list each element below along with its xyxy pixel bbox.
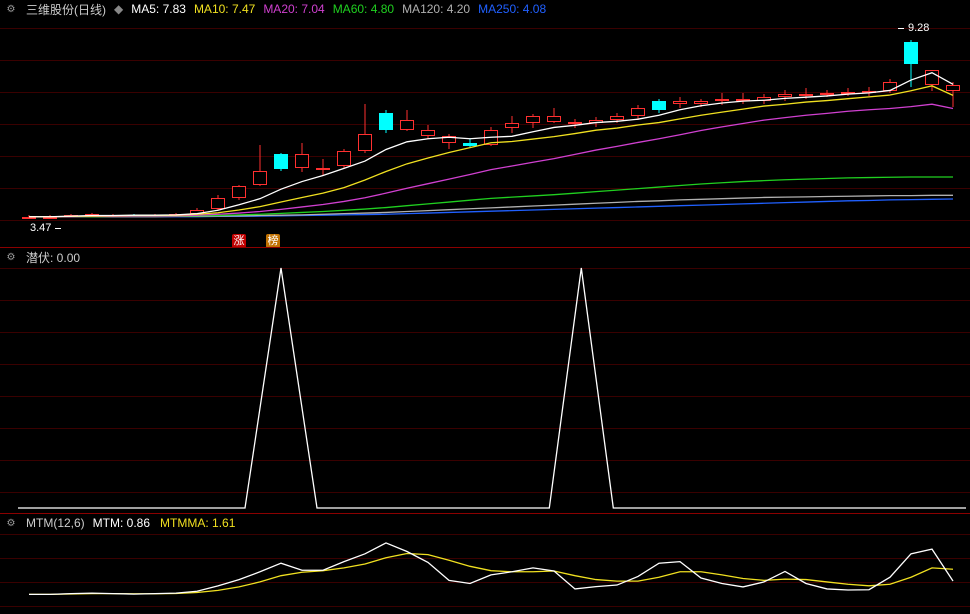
candle — [211, 0, 225, 248]
indicator1-line — [0, 248, 970, 514]
mtm-header: ⚙ MTM(12,6) MTM: 0.86 MTMMA: 1.61 — [0, 514, 970, 532]
event-marker[interactable]: 榜 — [266, 234, 280, 248]
candle — [148, 0, 162, 248]
candle — [568, 0, 582, 248]
candle — [22, 0, 36, 248]
indicator1-title: 潜伏: 0.00 — [26, 249, 80, 266]
candle — [274, 0, 288, 248]
indicator1-header: ⚙ 潜伏: 0.00 — [0, 248, 970, 266]
candle — [820, 0, 834, 248]
price-annotation: 9.28 — [908, 22, 929, 34]
candle — [547, 0, 561, 248]
candle — [106, 0, 120, 248]
candle — [484, 0, 498, 248]
candle — [904, 0, 918, 248]
event-marker[interactable]: 涨 — [232, 234, 246, 248]
price-annotation: 3.47 — [30, 222, 51, 234]
candle — [736, 0, 750, 248]
candle — [253, 0, 267, 248]
mtm-legend-item: MTMMA: 1.61 — [160, 516, 235, 530]
candle — [610, 0, 624, 248]
mtm-legend: MTM: 0.86 MTMMA: 1.61 — [93, 516, 246, 530]
candle — [85, 0, 99, 248]
ma-legend-item: MA250: 4.08 — [478, 2, 546, 16]
candle — [358, 0, 372, 248]
candle — [64, 0, 78, 248]
candle — [778, 0, 792, 248]
candle — [463, 0, 477, 248]
candle — [442, 0, 456, 248]
candle — [652, 0, 666, 248]
candle — [421, 0, 435, 248]
price-chart-panel[interactable]: ⚙ 三维股份(日线) ◆ MA5: 7.83 MA10: 7.47 MA20: 7.… — [0, 0, 970, 248]
ma-legend-item: MA60: 4.80 — [333, 2, 394, 16]
candle — [715, 0, 729, 248]
ma-legend: MA5: 7.83 MA10: 7.47 MA20: 7.04 MA60: 4.80 M… — [131, 2, 554, 16]
candle — [862, 0, 876, 248]
candle — [526, 0, 540, 248]
candle — [127, 0, 141, 248]
price-chart-header: ⚙ 三维股份(日线) ◆ MA5: 7.83 MA10: 7.47 MA20: 7.… — [0, 0, 970, 18]
candle — [589, 0, 603, 248]
ma-legend-item: MA10: 7.47 — [194, 2, 255, 16]
stock-title: 三维股份(日线) — [26, 1, 106, 18]
ma-legend-item: MA5: 7.83 — [131, 2, 186, 16]
candle — [295, 0, 309, 248]
candle — [799, 0, 813, 248]
candle — [316, 0, 330, 248]
candle — [841, 0, 855, 248]
candle — [43, 0, 57, 248]
gear-icon[interactable]: ⚙ — [4, 516, 18, 530]
candle — [883, 0, 897, 248]
ma-legend-item: MA120: 4.20 — [402, 2, 470, 16]
mtm-panel[interactable]: ⚙ MTM(12,6) MTM: 0.86 MTMMA: 1.61 — [0, 514, 970, 614]
candle — [673, 0, 687, 248]
ma-legend-item: MA20: 7.04 — [263, 2, 324, 16]
mtm-title: MTM(12,6) — [26, 516, 85, 530]
candle — [190, 0, 204, 248]
candle — [505, 0, 519, 248]
candle — [946, 0, 960, 248]
candle — [169, 0, 183, 248]
candle — [379, 0, 393, 248]
candle — [337, 0, 351, 248]
mtm-legend-item: MTM: 0.86 — [93, 516, 150, 530]
candle — [232, 0, 246, 248]
candle — [925, 0, 939, 248]
candle — [694, 0, 708, 248]
candle — [757, 0, 771, 248]
gear-icon[interactable]: ⚙ — [4, 2, 18, 16]
indicator1-panel[interactable]: ⚙ 潜伏: 0.00 — [0, 248, 970, 514]
candle — [631, 0, 645, 248]
candle — [400, 0, 414, 248]
gear-icon[interactable]: ⚙ — [4, 250, 18, 264]
separator-icon: ◆ — [114, 2, 123, 16]
